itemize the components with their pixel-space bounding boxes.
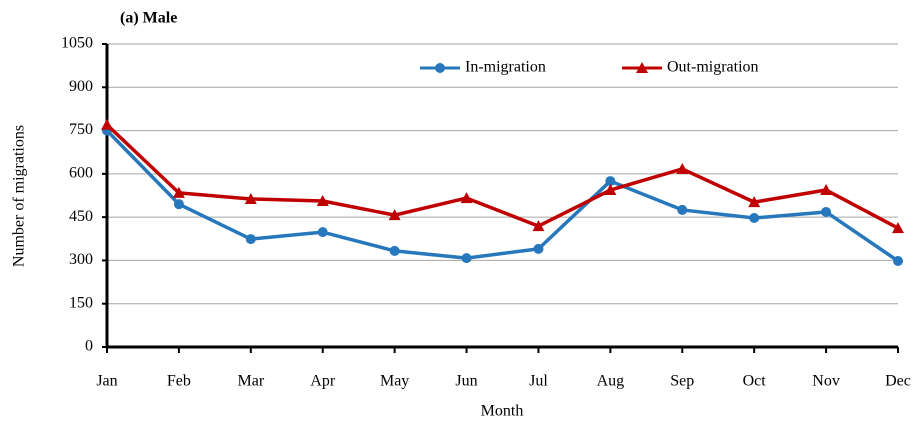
marker: [532, 220, 545, 232]
x-tick-label: Apr: [310, 373, 336, 390]
marker: [245, 234, 256, 245]
marker: [389, 245, 400, 256]
marker: [749, 213, 760, 224]
marker: [605, 176, 616, 187]
marker: [244, 192, 257, 204]
marker: [388, 209, 401, 221]
x-tick-label: May: [380, 373, 409, 390]
marker: [748, 196, 761, 208]
x-tick-label: Jun: [455, 373, 477, 390]
y-tick-label: 1050: [61, 35, 93, 52]
y-tick-label: 750: [69, 121, 93, 138]
marker: [636, 62, 648, 73]
marker: [604, 184, 617, 196]
x-tick-label: Oct: [743, 373, 767, 390]
x-tick-label: Mar: [237, 373, 264, 390]
marker: [820, 184, 833, 196]
line: [105, 129, 899, 263]
marker: [460, 192, 473, 204]
marker: [677, 204, 688, 215]
x-tick-label: Jul: [529, 373, 548, 390]
x-tick-label: Aug: [597, 373, 625, 390]
marker: [893, 256, 903, 267]
x-axis-label: Month: [481, 403, 524, 420]
x-tick-label: Sep: [670, 373, 694, 390]
y-tick-label: 600: [69, 165, 93, 182]
y-axis-label: Number of migrations: [11, 125, 28, 267]
y-tick-label: 150: [69, 294, 93, 311]
marker: [435, 63, 445, 73]
y-tick-label: 450: [69, 208, 93, 225]
marker: [316, 194, 329, 206]
x-tick-label: Feb: [167, 373, 191, 390]
marker: [172, 186, 185, 198]
y-tick-label: 900: [69, 78, 93, 95]
legend-label: Out-migration: [667, 59, 759, 76]
marker: [892, 222, 904, 234]
marker: [173, 199, 184, 210]
legend-label: In-migration: [465, 59, 546, 76]
marker: [821, 206, 832, 217]
marker: [317, 227, 328, 238]
marker: [676, 162, 689, 174]
marker: [461, 253, 472, 264]
y-tick-label: 300: [69, 251, 93, 268]
chart-title: (a) Male: [120, 10, 177, 27]
marker: [533, 243, 544, 254]
x-tick-label: Jan: [96, 373, 117, 390]
line: [105, 123, 899, 230]
x-tick-label: Nov: [812, 373, 840, 390]
x-tick-label: Dec: [885, 373, 911, 390]
marker: [101, 118, 113, 130]
y-tick-label: 0: [85, 338, 93, 355]
